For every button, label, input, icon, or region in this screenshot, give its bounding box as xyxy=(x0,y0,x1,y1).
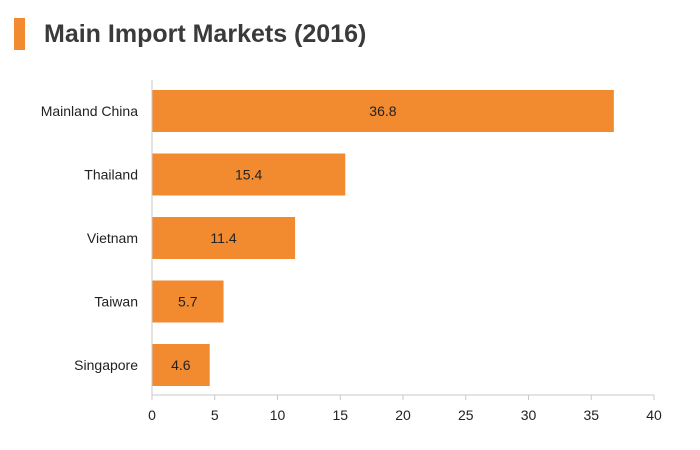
x-tick-label: 0 xyxy=(148,407,156,423)
x-tick-label: 30 xyxy=(521,407,537,423)
data-label: 36.8 xyxy=(369,103,396,119)
data-label: 15.4 xyxy=(235,167,262,183)
bar xyxy=(152,344,210,386)
data-label: 11.4 xyxy=(210,230,236,246)
category-label: Mainland China xyxy=(41,103,138,119)
category-label: Taiwan xyxy=(94,294,138,310)
x-tick-label: 5 xyxy=(211,407,219,423)
bar xyxy=(152,217,296,259)
category-label: Singapore xyxy=(74,357,138,373)
x-tick-label: 40 xyxy=(646,407,662,423)
bar xyxy=(152,90,614,132)
chart-title: Main Import Markets (2016) xyxy=(44,19,367,48)
bar xyxy=(152,153,346,196)
x-tick-label: 35 xyxy=(583,407,599,423)
x-tick-label: 20 xyxy=(395,407,411,423)
category-label: Vietnam xyxy=(87,230,138,246)
chart-header: Main Import Markets (2016) xyxy=(14,17,366,51)
data-label: 5.7 xyxy=(178,294,198,310)
x-tick-label: 10 xyxy=(270,407,286,423)
category-label: Thailand xyxy=(84,167,138,183)
title-accent-bar xyxy=(14,18,25,50)
x-tick-label: 25 xyxy=(458,407,474,423)
data-label: 4.6 xyxy=(171,357,191,373)
bar xyxy=(152,280,224,323)
x-tick-label: 15 xyxy=(332,407,348,423)
